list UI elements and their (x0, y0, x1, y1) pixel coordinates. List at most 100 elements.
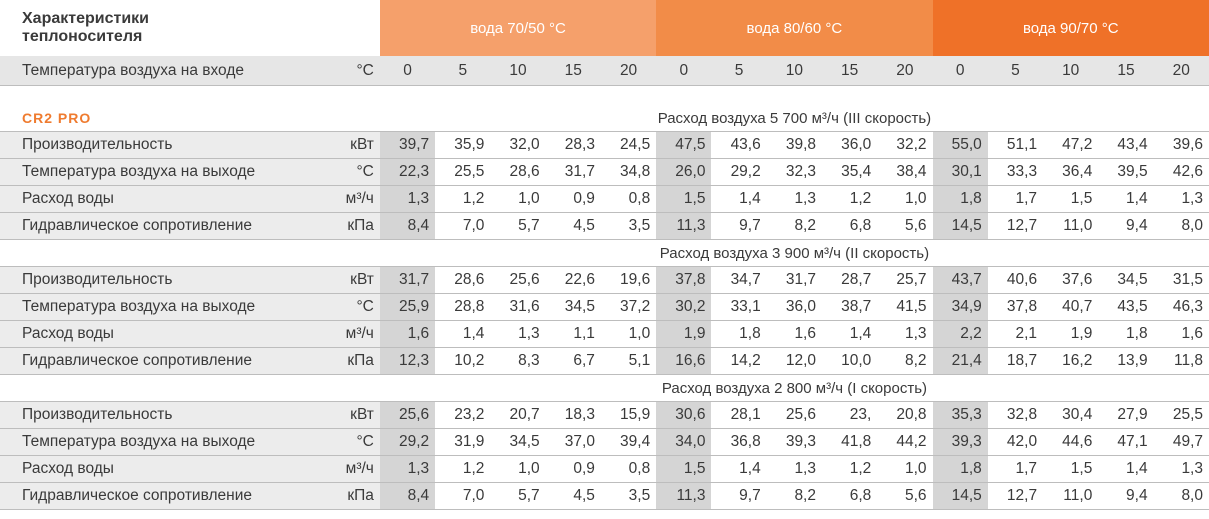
value-cell: 1,3 (1153, 455, 1209, 483)
value-cell: 39,3 (766, 428, 822, 456)
value-cell: 32,3 (766, 158, 822, 186)
table-row: Температура воздуха на выходе °C 29,2 31,9 3… (0, 428, 1209, 456)
value-cell: 1,9 (656, 320, 712, 348)
value-cell: 19,6 (600, 266, 657, 294)
value-cell: 37,8 (987, 293, 1044, 321)
section-header-blank (0, 240, 380, 267)
value-cell: 44,2 (877, 428, 933, 456)
value-cell: 11,0 (1043, 482, 1099, 510)
value-cell: 14,5 (932, 482, 988, 510)
value-cell: 28,6 (435, 266, 491, 294)
value-cell: 8,3 (490, 347, 546, 375)
section-header-row: CR2 PRO Расход воздуха 5 700 м³/ч (III ск… (0, 105, 1209, 132)
value-cell: 1,0 (877, 455, 933, 483)
value-cell: 39,4 (600, 428, 657, 456)
table-row: Производительность кВт 39,7 35,9 32,0 28,3 24,… (0, 131, 1209, 159)
value-cell: 3,5 (600, 482, 657, 510)
value-cell: 18,3 (545, 401, 601, 429)
table-title: Характеристики теплоносителя (0, 0, 380, 56)
value-cell: 29,2 (379, 428, 436, 456)
value-cell: 34,9 (932, 293, 988, 321)
value-cell: 41,5 (877, 293, 933, 321)
value-cell: 22,6 (545, 266, 601, 294)
value-cell: 1,3 (877, 320, 933, 348)
value-cell: 1,4 (1098, 455, 1154, 483)
table-row: Гидравлическое сопротивление кПа 8,4 7,0 5,7… (0, 482, 1209, 510)
value-cell: 34,5 (545, 293, 601, 321)
value-cell: 16,6 (656, 347, 712, 375)
value-cell: 1,3 (379, 185, 436, 213)
table-row: Температура воздуха на выходе °C 22,3 25,5 2… (0, 158, 1209, 186)
value-cell: 44,6 (1043, 428, 1099, 456)
row-label: Температура воздуха на выходе (0, 428, 312, 456)
value-cell: 1,0 (600, 320, 657, 348)
value-cell: 0,9 (545, 455, 601, 483)
value-cell: 36,0 (766, 293, 822, 321)
row-unit: °C (311, 428, 380, 456)
value-cell: 36,8 (711, 428, 767, 456)
table-title-line2: теплоносителя (22, 28, 143, 45)
value-cell: 1,8 (711, 320, 767, 348)
value-cell: 31,7 (545, 158, 601, 186)
value-cell: 34,5 (1098, 266, 1154, 294)
value-cell: 42,6 (1153, 158, 1209, 186)
value-cell: 8,2 (877, 347, 933, 375)
value-cell: 8,0 (1153, 212, 1209, 240)
value-cell: 9,7 (711, 212, 767, 240)
value-cell: 20,7 (490, 401, 546, 429)
value-cell: 25,5 (1153, 401, 1209, 429)
value-cell: 36,4 (1043, 158, 1099, 186)
value-cell: 1,0 (877, 185, 933, 213)
inlet-temperature-cell: 10 (766, 56, 822, 86)
value-cell: 0,8 (600, 185, 657, 213)
value-cell: 51,1 (987, 131, 1044, 159)
value-cell: 30,6 (656, 401, 712, 429)
value-cell: 32,2 (877, 131, 933, 159)
value-cell: 1,4 (1098, 185, 1154, 213)
value-cell: 25,5 (435, 158, 491, 186)
value-cell: 1,3 (490, 320, 546, 348)
value-cell: 1,5 (1043, 185, 1099, 213)
value-cell: 23,2 (435, 401, 491, 429)
value-cell: 1,3 (379, 455, 436, 483)
value-cell: 15,9 (600, 401, 657, 429)
value-cell: 38,7 (822, 293, 878, 321)
water-band-90-70: вода 90/70 °C (932, 0, 1209, 56)
row-unit: кВт (311, 401, 380, 429)
value-cell: 25,6 (379, 401, 436, 429)
row-unit: °C (311, 158, 380, 186)
value-cell: 31,7 (766, 266, 822, 294)
value-cell: 49,7 (1153, 428, 1209, 456)
value-cell: 21,4 (932, 347, 988, 375)
value-cell: 47,1 (1098, 428, 1154, 456)
table-row: Температура воздуха на выходе °C 25,9 28,8 3… (0, 293, 1209, 321)
value-cell: 34,5 (490, 428, 546, 456)
value-cell: 39,3 (932, 428, 988, 456)
value-cell: 1,2 (435, 185, 491, 213)
value-cell: 37,0 (545, 428, 601, 456)
value-cell: 31,7 (379, 266, 436, 294)
value-cell: 24,5 (600, 131, 657, 159)
value-cell: 39,8 (766, 131, 822, 159)
inlet-temperature-cell: 20 (877, 56, 933, 86)
value-cell: 12,0 (766, 347, 822, 375)
value-cell: 1,0 (490, 185, 546, 213)
airflow-label: Расход воздуха 3 900 м³/ч (II скорость) (659, 244, 930, 262)
value-cell: 31,6 (490, 293, 546, 321)
value-cell: 34,7 (711, 266, 767, 294)
value-cell: 1,4 (435, 320, 491, 348)
value-cell: 3,5 (600, 212, 657, 240)
value-cell: 43,7 (932, 266, 988, 294)
table-row: Расход воды м³/ч 1,3 1,2 1,0 0,9 0,8 1,5 1,4 1,3 1… (0, 185, 1209, 213)
value-cell: 1,4 (711, 185, 767, 213)
value-cell: 39,6 (1153, 131, 1209, 159)
value-cell: 1,3 (766, 185, 822, 213)
value-cell: 37,8 (656, 266, 712, 294)
value-cell: 1,8 (932, 455, 988, 483)
water-band-80-60: вода 80/60 °C (656, 0, 933, 56)
value-cell: 25,6 (766, 401, 822, 429)
value-cell: 22,3 (379, 158, 436, 186)
inlet-temperature-cell: 15 (1098, 56, 1154, 86)
section-header-row: Расход воздуха 2 800 м³/ч (I скорость) (0, 375, 1209, 402)
value-cell: 47,2 (1043, 131, 1099, 159)
